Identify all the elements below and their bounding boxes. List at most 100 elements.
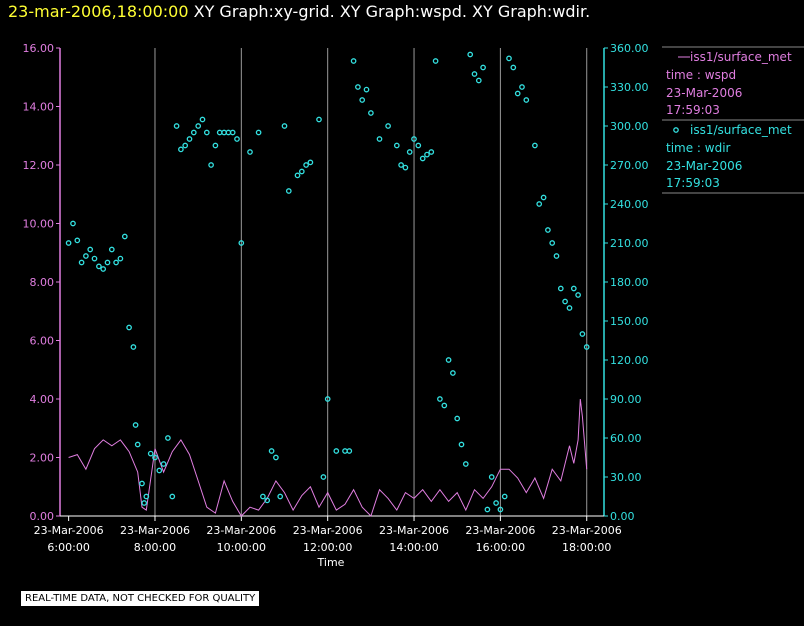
right-tick-label: 330.00 [610, 81, 649, 94]
wdir-point [169, 493, 176, 500]
wdir-point [156, 467, 163, 474]
wdir-point [475, 77, 482, 84]
left-axis-ticks: 0.00 2.00 4.00 6.00 8.00 10.00 12.00 14.00 16.00 [23, 42, 60, 523]
x-tick-time: 10:00:00 [217, 541, 266, 554]
wdir-point [147, 450, 154, 457]
chart-title: 23-mar-2006,18:00:00 XY Graph:xy-grid. X… [8, 2, 590, 21]
series-wspd [68, 398, 588, 517]
left-tick-label: 8.00 [30, 276, 55, 289]
wdir-point [355, 84, 361, 90]
wdir-point [229, 129, 236, 136]
axes [59, 48, 605, 517]
wdir-point [320, 474, 327, 480]
wdir-point [415, 142, 422, 149]
wdir-point [134, 441, 141, 448]
disclaimer-label: REAL-TIME DATA, NOT CHECKED FOR QUALITY [20, 590, 261, 607]
wdir-point [450, 370, 456, 376]
wdir-point [165, 435, 171, 441]
right-tick-label: 150.00 [610, 315, 649, 328]
wdir-point [467, 51, 474, 58]
wdir-point [113, 259, 119, 266]
wdir-point [462, 461, 469, 467]
x-tick-time: 18:00:00 [562, 541, 611, 554]
legend-wdir-name: iss1/surface_met [690, 123, 792, 137]
wdir-point [126, 324, 132, 331]
wdir-point [553, 253, 560, 259]
wdir-point [65, 240, 72, 246]
wdir-point [393, 142, 400, 149]
x-tick-date: 23-Mar-2006 [465, 524, 535, 537]
right-tick-label: 300.00 [610, 120, 649, 133]
x-axis-ticks: 23-Mar-2006 6:00:00 23-Mar-2006 8:00:00 23-M… [34, 516, 622, 554]
wdir-point [108, 246, 115, 253]
wdir-point [78, 259, 85, 266]
wdir-point [411, 136, 417, 142]
wdir-point [132, 422, 139, 428]
wdir-point [419, 155, 426, 162]
wdir-point [316, 116, 322, 123]
wdir-point [324, 396, 331, 402]
x-tick-date: 23-Mar-2006 [206, 524, 276, 537]
wdir-point [143, 493, 150, 500]
wdir-point [160, 461, 167, 467]
wdir-point [346, 448, 353, 454]
x-tick-time: 8:00:00 [134, 541, 176, 554]
wdir-point [117, 255, 124, 262]
wdir-point [484, 506, 491, 513]
right-tick-label: 30.00 [610, 471, 642, 484]
right-tick-label: 120.00 [610, 354, 649, 367]
title-date: 23-mar-2006,18:00:00 [8, 2, 189, 21]
right-tick-label: 270.00 [610, 159, 649, 172]
wdir-point [277, 493, 284, 500]
wdir-point [514, 90, 521, 97]
wdir-point [540, 194, 547, 201]
x-tick-time: 14:00:00 [389, 541, 438, 554]
wdir-point [480, 64, 486, 71]
wdir-point [368, 110, 374, 116]
wdir-point [100, 266, 107, 272]
wdir-point [238, 240, 245, 246]
x-tick-time: 6:00:00 [47, 541, 89, 554]
wdir-point [536, 201, 543, 207]
wdir-point [549, 240, 556, 246]
x-axis-label: Time [317, 556, 345, 569]
right-axis-ticks: 0.00 30.00 60.00 90.00 120.00 150.00 180.00 210… [604, 42, 649, 523]
wdir-point [523, 97, 530, 103]
wdir-point [260, 493, 266, 500]
wdir-point [385, 123, 391, 129]
left-tick-label: 14.00 [23, 101, 55, 114]
wdir-point [497, 506, 504, 513]
wdir-point [91, 255, 98, 262]
wdir-point [402, 164, 409, 171]
wdir-point [281, 123, 288, 129]
wdir-point [566, 305, 573, 311]
wdir-point [575, 292, 581, 298]
wdir-point [178, 146, 184, 153]
legend-wdir-date: 23-Mar-2006 [666, 159, 742, 173]
wdir-point [307, 159, 314, 166]
wdir-point [294, 172, 301, 179]
right-tick-label: 90.00 [610, 393, 642, 406]
right-tick-label: 240.00 [610, 198, 649, 211]
left-tick-label: 2.00 [30, 452, 55, 465]
wdir-point [454, 415, 461, 422]
x-tick-time: 12:00:00 [303, 541, 352, 554]
wdir-point [199, 116, 206, 123]
wdir-point [130, 344, 137, 350]
wdir-point [303, 162, 309, 168]
wdir-point [285, 188, 292, 194]
legend-wspd-name: iss1/surface_met [690, 50, 792, 64]
left-tick-label: 6.00 [30, 335, 55, 348]
wdir-point [501, 493, 508, 500]
wdir-point [104, 259, 111, 266]
wdir-point [363, 86, 370, 93]
legend-wdir-time: 17:59:03 [666, 176, 720, 190]
legend: iss1/surface_met time : wspd 23-Mar-2006… [662, 46, 804, 194]
wdir-point [579, 331, 586, 337]
wdir-point [121, 233, 128, 240]
wdir-point [424, 151, 430, 158]
wdir-point [195, 123, 202, 129]
wdir-point [247, 149, 253, 155]
wdir-point [333, 448, 340, 454]
